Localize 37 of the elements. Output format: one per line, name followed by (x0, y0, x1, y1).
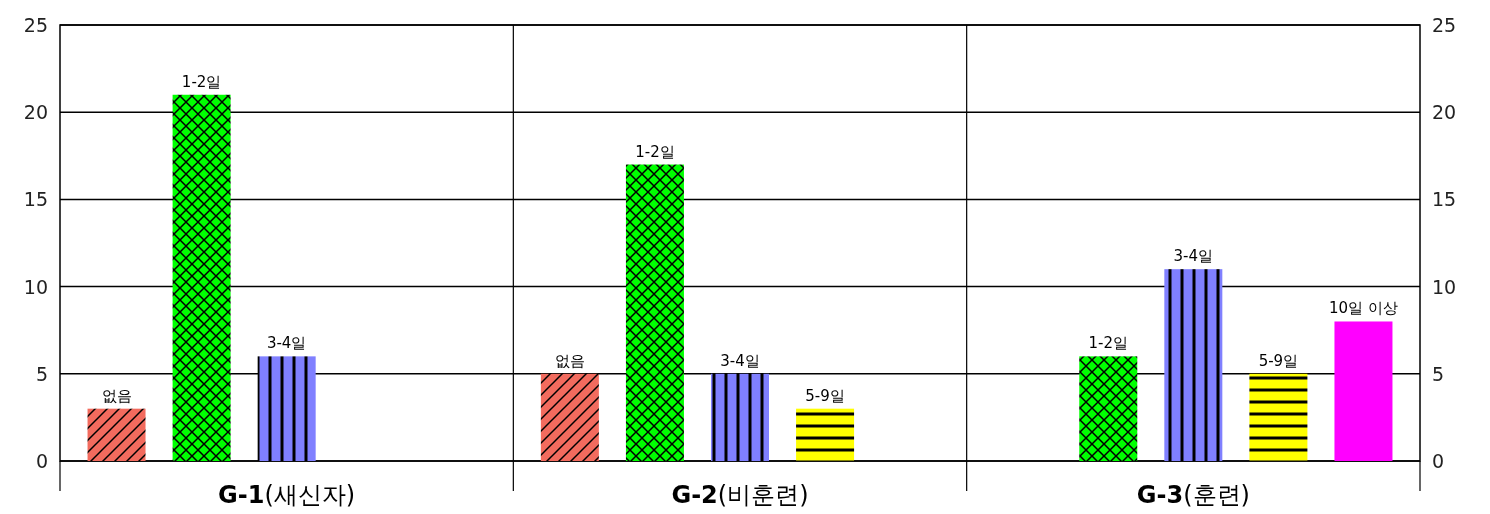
y-tick-label: 5 (35, 362, 48, 385)
series-label: 없음 (101, 386, 132, 405)
bar (711, 373, 769, 461)
text: 1-2일 (1088, 334, 1129, 353)
bar (1249, 373, 1308, 461)
y2-tick-label: 15 (1432, 188, 1457, 211)
y-tick-label: 20 (23, 101, 48, 124)
y2-tick-label: 0 (1432, 450, 1445, 472)
bar (1334, 321, 1393, 461)
x-tick-label: G-3(훈련) (1136, 481, 1250, 509)
bar (625, 164, 684, 461)
text: 없음 (554, 351, 585, 370)
y-tick-label: 0 (35, 450, 48, 472)
bar (1164, 269, 1223, 461)
text: 3-4일 (720, 351, 760, 370)
series-label: 10일 이상 (1329, 299, 1398, 318)
series-label: 1-2일 (181, 72, 222, 91)
x-tick-label: G-1(새신자) (218, 481, 356, 509)
bar (540, 373, 599, 461)
series-label: 5-9일 (805, 386, 845, 405)
y2-tick-label: 10 (1432, 275, 1457, 298)
series-label: 3-4일 (266, 334, 307, 353)
bar (257, 356, 316, 461)
y-tick-label: 25 (23, 14, 48, 36)
bar (1079, 356, 1138, 461)
bar (87, 408, 146, 461)
y2-tick-label: 5 (1432, 362, 1445, 385)
text: 5-9일 (1258, 351, 1299, 370)
text: 3-4일 (1173, 247, 1214, 266)
y2-tick-label: 25 (1432, 14, 1457, 36)
x-tick-label: G-2(비훈련) (671, 481, 809, 509)
y2-tick-label: 20 (1432, 101, 1457, 124)
text: 1-2일 (635, 142, 675, 161)
y-tick-label: 10 (23, 275, 48, 298)
bar (796, 408, 855, 461)
bar (172, 94, 231, 461)
y-tick-label: 15 (23, 188, 48, 211)
